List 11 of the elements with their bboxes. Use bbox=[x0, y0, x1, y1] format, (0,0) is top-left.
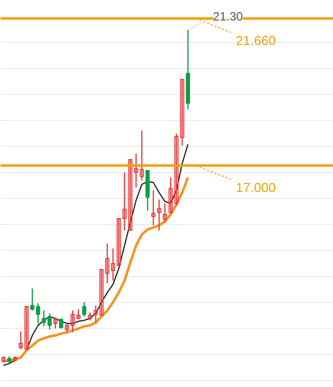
ref-line-label: 21.660 bbox=[236, 32, 276, 48]
ref-line-label: 17.000 bbox=[236, 180, 276, 195]
candlestick bbox=[168, 176, 173, 214]
candlestick bbox=[157, 198, 162, 232]
candlestick bbox=[82, 302, 86, 318]
candlestick bbox=[53, 316, 58, 330]
candlestick bbox=[76, 308, 81, 320]
candlestick bbox=[162, 202, 167, 224]
text: 21.30 bbox=[212, 9, 244, 24]
candlestick bbox=[59, 318, 64, 330]
candlestick bbox=[151, 190, 156, 226]
